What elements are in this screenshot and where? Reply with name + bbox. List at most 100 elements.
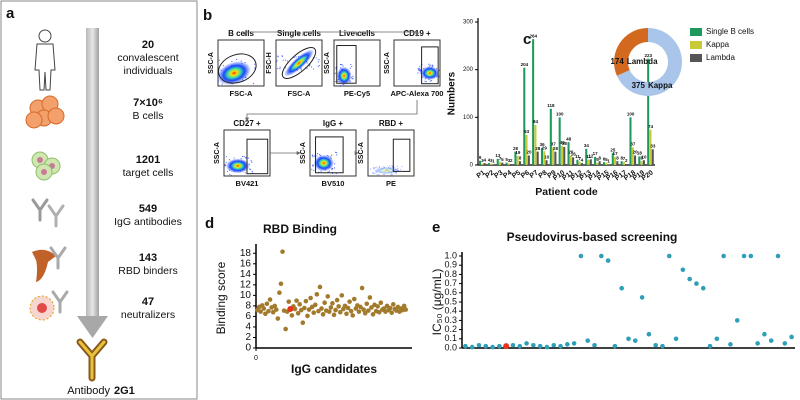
bar [558,117,561,165]
point [646,331,652,337]
event-dot [218,64,219,66]
point [273,307,279,312]
point [510,342,516,348]
bar-value-label: 20 [568,150,574,155]
bar [496,158,499,165]
event-dot [331,154,333,156]
donut-value: 375 [632,81,646,90]
point [673,336,679,342]
point [378,300,384,306]
step-text: IgG antibodies [114,216,182,228]
x-tick-label: P4 [502,169,513,180]
point [497,343,502,349]
point [476,342,482,348]
bar-value-label: 12 [588,153,594,158]
point [592,342,597,348]
plot-y-label: FSC-H [266,52,273,73]
bar [578,161,581,165]
bar-value-label: 4 [581,157,584,162]
event-dot [419,66,421,68]
event-dot [318,154,321,156]
event-dot [376,166,378,168]
bar-value-label: 20 [633,150,639,155]
y-tick-label: 10 [240,290,252,301]
event-dot [341,85,343,86]
point [317,284,323,290]
plot-x-label: BV421 [236,179,259,188]
donut-label: 375 Kappa [632,81,673,90]
flow-plot [369,138,411,176]
point [292,306,298,312]
bar [625,164,628,165]
point [277,290,282,296]
point [364,301,370,307]
flow-arrow [302,31,359,37]
bar-value-label: 204 [521,62,529,67]
point [370,312,376,317]
y-axis-label: IC₅₀ (μg/mL) [430,269,444,336]
bar-value-label: 11 [575,154,580,159]
bar [620,161,623,165]
point [632,338,638,343]
legend-swatch [690,28,702,36]
event-dot [383,173,385,176]
icon [31,198,49,222]
plot-x-label: APC-Alexa 700 [391,89,444,98]
point [585,338,591,343]
point [351,296,357,302]
bar [622,161,625,165]
step-number: 143 [139,252,157,264]
icon [41,169,47,175]
bar-value-label: 7 [623,156,626,161]
y-tick-label: 2 [245,332,251,343]
point [266,308,271,314]
point [267,297,273,302]
icon [32,249,56,282]
bar-value-label: 28 [513,146,519,151]
point [707,343,713,349]
point [258,309,263,314]
point [524,341,529,346]
event-dot [281,55,283,57]
event-dot [222,164,223,165]
bar-value-label: 5 [501,157,504,162]
point [653,342,658,348]
y-tick-label: 1.0 [444,250,457,260]
x-tick-label: P2 [484,169,495,180]
event-dot [313,169,315,172]
step-text: convalescent [117,52,178,64]
icon [38,29,52,43]
legend-label: Kappa [706,40,730,49]
bar [507,163,510,165]
event-dot [222,159,223,160]
event-dot [279,68,281,70]
event-dot [351,65,353,68]
gate [315,136,344,174]
plot-y-label: SSC-A [324,52,331,74]
event-dot [250,85,251,86]
point [612,343,618,349]
bar [576,159,579,165]
x-tick-label: P3 [493,169,504,180]
event-dot [373,168,375,170]
point [328,305,334,310]
bar-value-label: 5 [605,157,608,162]
point [537,343,543,349]
event-dot [251,170,253,173]
step-text: neutralizers [121,309,175,321]
point [356,309,362,314]
point [289,313,295,318]
point [316,308,321,314]
bar [651,149,654,165]
bar-value-label: 20 [526,150,532,155]
point [775,253,781,259]
plot-title: RBD + [379,119,404,128]
bar-value-label: 40 [560,140,566,145]
plot-x-label: PE [386,179,396,188]
bar-value-label: 84 [533,119,539,124]
x-tick-label: P5 [511,169,522,180]
point [503,343,510,350]
event-dot [401,165,403,168]
panel-label: e [432,219,440,236]
bar [589,159,592,165]
